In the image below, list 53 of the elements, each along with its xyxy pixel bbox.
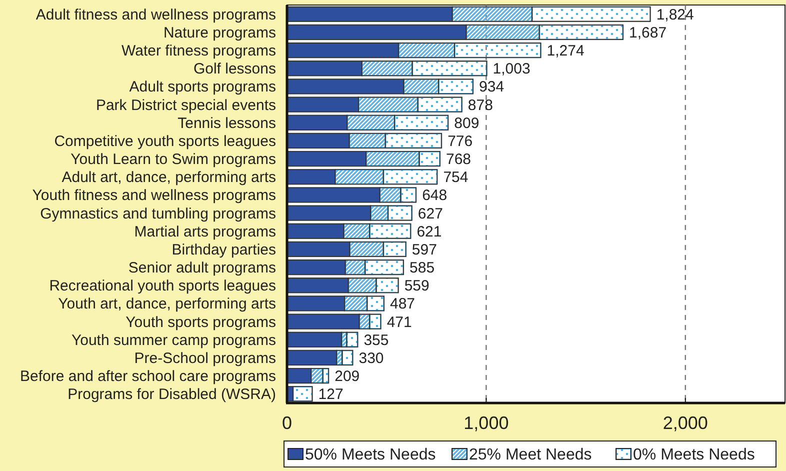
x-tick-label: 1,000 [464,413,509,433]
total-label: 1,687 [629,24,667,42]
legend-label: 0% Meets Needs [633,446,755,464]
total-label: 1,824 [656,6,694,24]
y-tick-label: Youth fitness and wellness programs [32,187,276,204]
total-label: 355 [364,332,389,349]
y-tick-label: Nature programs [163,24,276,42]
legend-label: 50% Meets Needs [305,446,436,464]
total-label: 127 [318,386,344,404]
y-tick-label: Gymnastics and tumbling programs [40,205,276,222]
y-tick-label: Youth sports programs [126,314,276,331]
total-label: 1,274 [546,42,584,60]
y-tick-label: Youth Learn to Swim programs [70,151,276,168]
total-label: 776 [448,132,473,150]
bar [286,350,338,366]
total-label: 754 [443,169,468,186]
total-label: 934 [479,78,504,96]
total-label: 1,003 [492,60,530,78]
y-tick-label: Senior adult programs [128,260,276,277]
total-label: 209 [334,368,360,386]
y-tick-label: Programs for Disabled (WSRA) [68,386,276,404]
total-label: 768 [446,151,472,168]
total-label: 559 [404,278,430,295]
total-label: 627 [418,205,443,222]
y-tick-label: Recreational youth sports leagues [49,278,276,295]
total-label: 471 [386,314,412,331]
total-label: 597 [412,241,437,258]
y-tick-label: Adult fitness and wellness programs [36,6,276,24]
y-tick-label: Adult art, dance, performing arts [62,169,276,186]
y-tick-label: Competitive youth sports leagues [54,132,276,150]
y-tick-label: Birthday parties [172,241,276,258]
total-label: 487 [390,296,416,313]
legend-label: 25% Meet Needs [469,446,592,464]
x-tick-label: 0 [282,413,292,433]
y-tick-label: Tennis lessons [178,114,276,132]
total-label: 621 [416,223,442,240]
y-tick-label: Park District special events [96,96,276,114]
y-tick-label: Martial arts programs [134,223,276,240]
total-label: 809 [454,114,480,132]
bar [286,332,342,348]
total-label: 330 [358,350,384,367]
y-tick-label: Water fitness programs [122,42,276,60]
y-tick-label: Youth summer camp programs [71,332,276,349]
total-label: 648 [422,187,448,204]
y-tick-label: Youth art, dance, performing arts [58,296,276,313]
y-tick-label: Before and after school care programs [20,368,276,386]
bar [292,386,313,402]
total-label: 585 [410,260,435,277]
y-tick-label: Pre-School programs [134,350,276,367]
y-tick-label: Adult sports programs [129,78,276,96]
y-tick-label: Golf lessons [193,60,276,78]
total-label: 878 [468,96,493,114]
x-tick-label: 2,000 [662,413,708,433]
